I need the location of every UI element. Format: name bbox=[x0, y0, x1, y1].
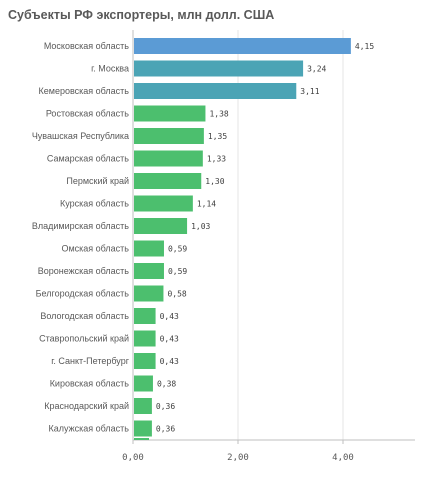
category-label: Белгородская область bbox=[36, 289, 130, 299]
category-label: Омская область bbox=[61, 244, 129, 254]
bar-cutoff bbox=[134, 438, 149, 440]
value-label: 0,59 bbox=[168, 267, 187, 276]
category-label: г. Санкт-Петербург bbox=[51, 356, 129, 366]
category-label: Воронежская область bbox=[38, 266, 130, 276]
value-label: 1,30 bbox=[205, 177, 224, 186]
bar bbox=[134, 105, 206, 122]
bar bbox=[134, 263, 164, 279]
bar bbox=[134, 195, 193, 212]
value-label: 0,43 bbox=[160, 335, 179, 344]
bar bbox=[134, 60, 304, 77]
category-label: Калужская область bbox=[49, 424, 130, 434]
category-label: Чувашская Республика bbox=[32, 131, 129, 141]
bar bbox=[134, 38, 351, 54]
category-label: г. Москва bbox=[91, 64, 129, 74]
category-label: Краснодарский край bbox=[44, 401, 129, 411]
value-label: 1,35 bbox=[208, 132, 227, 141]
bar bbox=[134, 420, 152, 437]
bar bbox=[134, 173, 202, 189]
value-label: 1,03 bbox=[191, 222, 210, 231]
bar bbox=[134, 218, 188, 234]
bar bbox=[134, 83, 297, 99]
bar bbox=[134, 308, 156, 324]
bar bbox=[134, 240, 164, 257]
category-label: Самарская область bbox=[47, 154, 129, 164]
chart-title: Субъекты РФ экспортеры, млн долл. США bbox=[8, 8, 275, 22]
bar bbox=[134, 398, 152, 414]
category-label: Ставропольский край bbox=[39, 334, 129, 344]
category-label: Вологодская область bbox=[40, 311, 129, 321]
category-label: Курская область bbox=[60, 199, 129, 209]
x-tick-label: 0,00 bbox=[122, 453, 144, 463]
x-tick-label: 2,00 bbox=[227, 453, 249, 463]
value-label: 0,59 bbox=[168, 245, 187, 254]
category-label: Кировская область bbox=[50, 379, 130, 389]
bar bbox=[134, 150, 203, 167]
value-label: 1,33 bbox=[207, 155, 226, 164]
bar bbox=[134, 375, 153, 392]
bar bbox=[134, 285, 164, 302]
value-label: 3,24 bbox=[307, 65, 326, 74]
category-label: Пермский край bbox=[66, 176, 129, 186]
value-label: 0,58 bbox=[167, 290, 186, 299]
value-label: 1,38 bbox=[209, 110, 228, 119]
value-label: 1,14 bbox=[197, 200, 216, 209]
bar bbox=[134, 330, 156, 347]
value-label: 4,15 bbox=[355, 42, 374, 51]
bar bbox=[134, 128, 204, 144]
category-label: Владимирская область bbox=[32, 221, 129, 231]
value-label: 0,36 bbox=[156, 402, 175, 411]
value-label: 0,38 bbox=[157, 380, 176, 389]
value-label: 0,43 bbox=[160, 357, 179, 366]
value-label: 3,11 bbox=[300, 87, 319, 96]
value-label: 0,43 bbox=[160, 312, 179, 321]
category-label: Ростовская область bbox=[46, 109, 129, 119]
x-tick-label: 4,00 bbox=[332, 453, 354, 463]
category-label: Московская область bbox=[44, 41, 129, 51]
category-label: Кемеровская область bbox=[39, 86, 130, 96]
bar bbox=[134, 353, 156, 369]
value-label: 0,36 bbox=[156, 425, 175, 434]
